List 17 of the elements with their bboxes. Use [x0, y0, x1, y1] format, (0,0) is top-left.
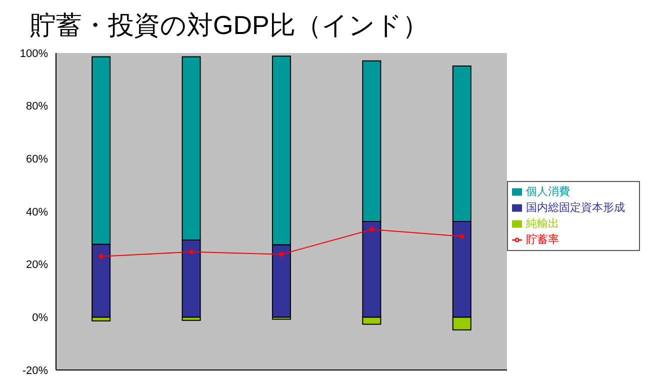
legend-label: 国内総固定資本形成 [526, 202, 625, 214]
y-tick-label: 0% [32, 312, 48, 324]
y-tick-label: -20% [22, 364, 48, 377]
legend-label: 個人消費 [526, 186, 570, 198]
point [368, 226, 375, 232]
point [98, 253, 104, 260]
y-tick-label: 60% [26, 154, 48, 166]
y-tick-label: 20% [26, 259, 48, 272]
chart-title: 貯蓄・投資の対GDP比（インド） [29, 9, 430, 42]
y-tick-label: 80% [26, 100, 48, 113]
point [188, 248, 194, 255]
point [278, 251, 284, 258]
legend-label: 純輸出 [526, 218, 559, 230]
y-tick-label: 40% [26, 206, 48, 218]
y-tick-label: 100% [20, 48, 48, 60]
point [458, 233, 465, 240]
legend-label: 貯蓄率 [526, 234, 559, 246]
